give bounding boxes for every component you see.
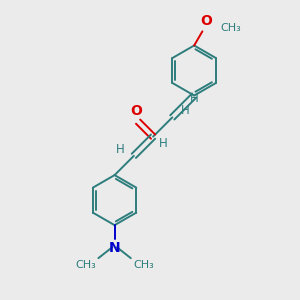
- Text: N: N: [109, 241, 120, 255]
- Text: H: H: [181, 104, 189, 117]
- Text: O: O: [200, 14, 212, 28]
- Text: O: O: [131, 104, 142, 118]
- Text: H: H: [159, 137, 168, 151]
- Text: CH₃: CH₃: [75, 260, 96, 270]
- Text: H: H: [116, 143, 124, 156]
- Text: H: H: [190, 92, 198, 105]
- Text: CH₃: CH₃: [220, 23, 241, 33]
- Text: CH₃: CH₃: [133, 260, 154, 270]
